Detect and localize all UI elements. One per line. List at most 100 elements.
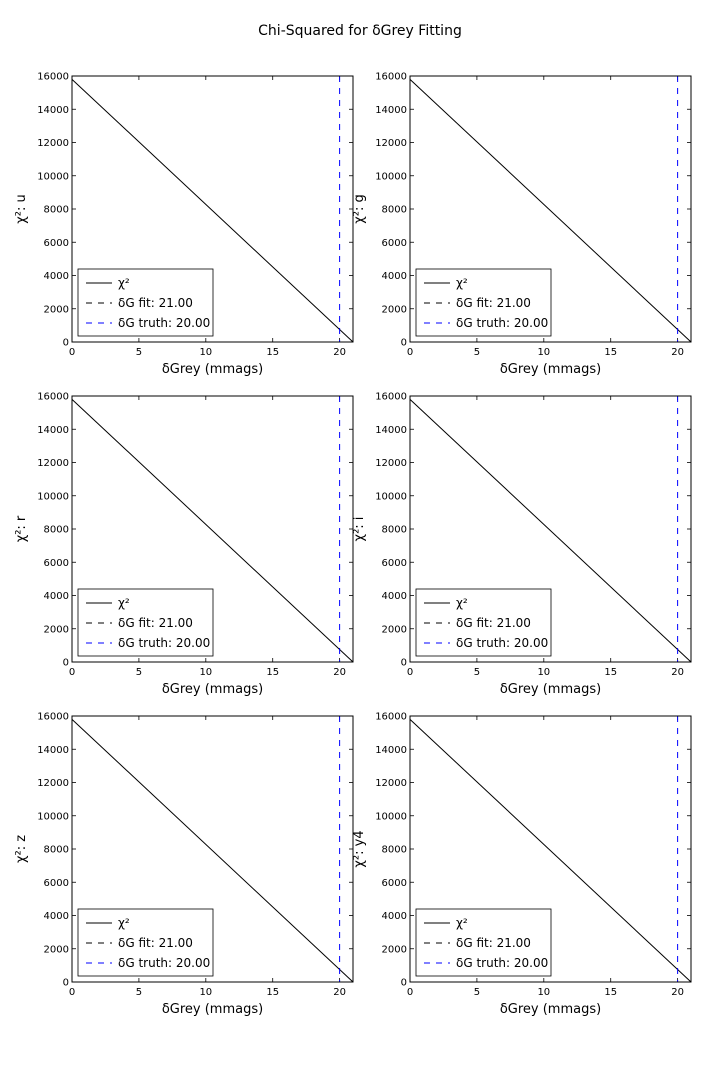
subplot-u: 0 5 10 15 20 0 2000 4000 6000 8000 10000 12000 14000…: [14, 72, 354, 377]
y-tick-label: 0: [401, 338, 407, 349]
y-tick-label: 16000: [37, 392, 69, 403]
y-tick-label: 6000: [382, 558, 407, 569]
y-axis-label: χ²: u: [14, 194, 29, 223]
legend-label: δG truth: 20.00: [456, 956, 548, 970]
x-tick-label: 20: [671, 987, 684, 998]
axes-frame: [409, 395, 692, 663]
x-tick-label: 15: [266, 347, 279, 358]
chi-squared-line: [71, 398, 354, 663]
y-tick-label: 2000: [382, 944, 407, 955]
axes-frame: [409, 75, 692, 343]
x-tick-label: 10: [199, 347, 212, 358]
legend-label: δG truth: 20.00: [456, 316, 548, 330]
y-tick-label: 2000: [382, 304, 407, 315]
axes-frame: [409, 715, 692, 983]
y-tick-label: 2000: [44, 944, 69, 955]
x-axis-label: δGrey (mmags): [500, 1002, 601, 1017]
legend: χ² δG fit: 21.00 δG truth: 20.00: [77, 908, 214, 977]
y-tick-label: 6000: [382, 238, 407, 249]
x-tick-label: 20: [671, 667, 684, 678]
y-axis-label: χ²: g: [352, 194, 367, 224]
legend-label: δG fit: 21.00: [118, 296, 193, 310]
legend-label: δG truth: 20.00: [456, 636, 548, 650]
x-tick-label: 20: [333, 667, 346, 678]
legend-label: χ²: [456, 596, 468, 610]
legend: χ² δG fit: 21.00 δG truth: 20.00: [77, 588, 214, 657]
y-tick-label: 8000: [382, 845, 407, 856]
x-tick-label: 0: [407, 347, 413, 358]
y-tick-label: 14000: [37, 425, 69, 436]
x-tick-label: 20: [671, 347, 684, 358]
legend-label: δG fit: 21.00: [456, 616, 531, 630]
y-tick-label: 12000: [37, 458, 69, 469]
y-tick-label: 8000: [44, 525, 69, 536]
y-tick-label: 8000: [44, 205, 69, 216]
x-tick-label: 10: [537, 987, 550, 998]
y-tick-label: 12000: [37, 138, 69, 149]
subplot-i: 0 5 10 15 20 0 2000 4000 6000 8000 10000 12000 14000…: [352, 392, 692, 697]
y-tick-label: 14000: [375, 105, 407, 116]
y-tick-label: 8000: [44, 845, 69, 856]
chi-squared-line: [71, 718, 354, 983]
y-tick-label: 16000: [375, 392, 407, 403]
x-tick-label: 0: [69, 347, 75, 358]
y-tick-label: 4000: [44, 911, 69, 922]
y-tick-label: 8000: [382, 205, 407, 216]
x-tick-label: 5: [136, 667, 142, 678]
x-tick-label: 10: [199, 987, 212, 998]
legend-label: χ²: [456, 276, 468, 290]
legend-label: δG truth: 20.00: [118, 956, 210, 970]
y-tick-label: 12000: [375, 138, 407, 149]
y-tick-label: 10000: [37, 171, 69, 182]
y-axis-label: χ²: z: [14, 835, 29, 863]
y-tick-label: 4000: [44, 591, 69, 602]
y-axis-label: χ²: y4: [352, 830, 367, 867]
x-tick-label: 5: [136, 347, 142, 358]
x-tick-label: 5: [474, 987, 480, 998]
y-tick-label: 12000: [375, 458, 407, 469]
legend-label: χ²: [118, 276, 130, 290]
y-tick-label: 0: [401, 978, 407, 989]
x-tick-label: 20: [333, 347, 346, 358]
subplot-grid: 0 5 10 15 2002000400060008000100001200014000…: [14, 72, 692, 1017]
legend: χ² δG fit: 21.00 δG truth: 20.00: [415, 268, 552, 337]
axes-frame: [71, 75, 354, 343]
y-tick-label: 2000: [382, 624, 407, 635]
y-tick-label: 2000: [44, 624, 69, 635]
x-axis-label: δGrey (mmags): [162, 1002, 263, 1017]
legend-label: δG truth: 20.00: [118, 636, 210, 650]
y-tick-label: 12000: [37, 778, 69, 789]
x-tick-label: 0: [69, 667, 75, 678]
x-tick-label: 20: [333, 987, 346, 998]
y-tick-label: 14000: [375, 425, 407, 436]
x-tick-label: 10: [537, 667, 550, 678]
y-tick-label: 16000: [375, 72, 407, 83]
y-tick-label: 0: [63, 338, 69, 349]
y-tick-label: 0: [63, 658, 69, 669]
y-tick-label: 14000: [375, 745, 407, 756]
y-axis-label: χ²: r: [14, 515, 29, 542]
y-tick-label: 10000: [37, 811, 69, 822]
y-tick-label: 14000: [37, 745, 69, 756]
y-tick-label: 2000: [44, 304, 69, 315]
x-tick-label: 0: [407, 667, 413, 678]
subplot-y4: 0 5 10 15 20 0 2000 4000 6000 8000 10000 12000 14000…: [352, 712, 692, 1017]
legend-label: δG fit: 21.00: [456, 936, 531, 950]
subplot-g: 0 5 10 15 20 0 2000 4000 6000 8000 10000 12000 14000…: [352, 72, 692, 377]
figure-title: Chi-Squared for δGrey Fitting: [258, 23, 462, 39]
y-tick-label: 4000: [382, 911, 407, 922]
y-tick-label: 14000: [37, 105, 69, 116]
y-tick-label: 10000: [375, 171, 407, 182]
x-tick-label: 15: [604, 347, 617, 358]
y-tick-label: 10000: [375, 491, 407, 502]
x-axis-label: δGrey (mmags): [162, 362, 263, 377]
x-axis-label: δGrey (mmags): [500, 682, 601, 697]
chi-squared-line: [409, 398, 692, 663]
legend-label: χ²: [456, 916, 468, 930]
x-tick-label: 5: [474, 667, 480, 678]
x-tick-label: 15: [604, 987, 617, 998]
y-tick-label: 16000: [375, 712, 407, 723]
x-tick-label: 15: [266, 987, 279, 998]
y-tick-label: 4000: [44, 271, 69, 282]
